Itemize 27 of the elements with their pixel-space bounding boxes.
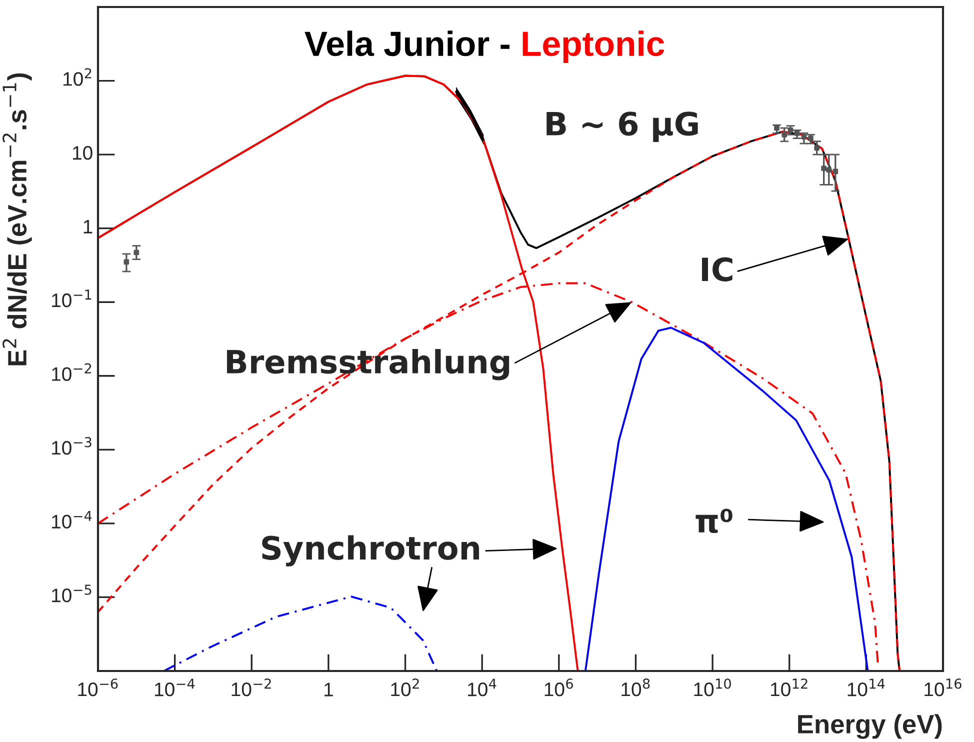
x-tick-label: 10$^{−6}$	[78, 678, 118, 696]
x-tick-label: 10$^{6}$	[544, 678, 573, 696]
y-tick-label: 10	[72, 146, 92, 160]
x-tick-label: 1	[324, 682, 333, 696]
annotation: IC	[702, 257, 732, 282]
y-tick-label: 10$^{−4}$	[52, 510, 92, 529]
x-tick-label: 10$^{12}$	[771, 678, 808, 696]
x-tick-label: 10$^{−4}$	[155, 678, 195, 696]
x-tick-label: 10$^{8}$	[622, 678, 650, 696]
x-tick-label: 10$^{2}$	[391, 678, 419, 696]
y-axis-title: E$^{2}$ dN/dE (eV.cm$^{−2}$.s$^{−1}$)	[2, 73, 32, 366]
x-tick-label: 10$^{16}$	[924, 678, 962, 696]
annotation: Synchrotron	[262, 535, 480, 566]
y-tick-label: 1	[84, 220, 92, 234]
x-tick-label: 10$^{10}$	[694, 678, 731, 696]
annotation: π⁰	[696, 508, 732, 534]
text: Vela Junior - Leptonic	[304, 30, 664, 64]
y-tick-label: 10$^{−2}$	[52, 363, 92, 381]
y-tick-label: 10$^{−3}$	[52, 437, 92, 455]
x-tick-label: 10$^{14}$	[848, 678, 885, 696]
x-tick-label: 10$^{−2}$	[232, 678, 271, 696]
x-tick-label: 10$^{4}$	[468, 678, 496, 696]
x-axis-title: Energy (eV)	[798, 714, 942, 739]
annotation: B ~ 6 μG	[546, 112, 698, 142]
y-tick-label: 10$^{2}$	[64, 68, 92, 86]
y-tick-label: 10$^{−5}$	[52, 584, 92, 602]
y-tick-label: 10$^{−1}$	[52, 290, 92, 308]
